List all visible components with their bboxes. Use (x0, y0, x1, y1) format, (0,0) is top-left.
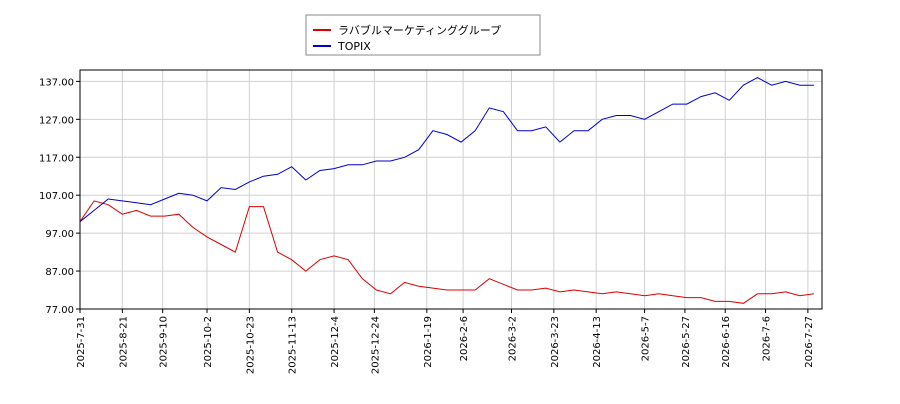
x-tick-label: 2025-8-21 (118, 316, 129, 368)
x-tick-label: 2025-12-4 (330, 316, 341, 368)
x-tick-label: 2026-7-27 (804, 316, 815, 368)
legend (305, 14, 541, 56)
series-line (79, 200, 814, 304)
y-tick-label: 127.00 (39, 115, 74, 126)
x-tick-label: 2026-2-6 (459, 316, 470, 361)
x-tick-label: 2025-9-10 (159, 316, 170, 368)
x-tick-label: 2025-12-24 (370, 316, 381, 374)
x-tick-label: 2025-10-2 (203, 316, 214, 368)
x-tick-label: 2026-6-16 (721, 316, 732, 368)
x-tick-label: 2026-5-7 (641, 316, 652, 361)
x-tick-label: 2026-3-23 (550, 316, 561, 368)
x-tick-label: 2026-1-19 (423, 316, 434, 368)
x-tick-label: 2026-7-6 (762, 316, 773, 361)
y-tick-label: 117.00 (39, 153, 74, 164)
legend-label: TOPIX (337, 40, 371, 53)
series-line (79, 77, 814, 223)
x-tick-label: 2026-4-13 (592, 316, 603, 368)
legend-label: ラバブルマーケティンググループ (338, 23, 501, 37)
axes-frame (79, 69, 823, 310)
x-tick-label: 2026-5-27 (681, 316, 692, 368)
x-tick-label: 2025-7-31 (76, 316, 87, 368)
y-tick-label: 137.00 (39, 77, 74, 88)
y-tick-label: 77.00 (45, 305, 74, 316)
x-tick-label: 2025-10-23 (245, 316, 256, 374)
y-tick-label: 97.00 (45, 229, 74, 240)
y-tick-label: 107.00 (39, 191, 74, 202)
y-tick-label: 87.00 (45, 267, 74, 278)
x-tick-label: 2026-3-2 (507, 316, 518, 361)
x-tick-label: 2025-11-13 (288, 316, 299, 374)
